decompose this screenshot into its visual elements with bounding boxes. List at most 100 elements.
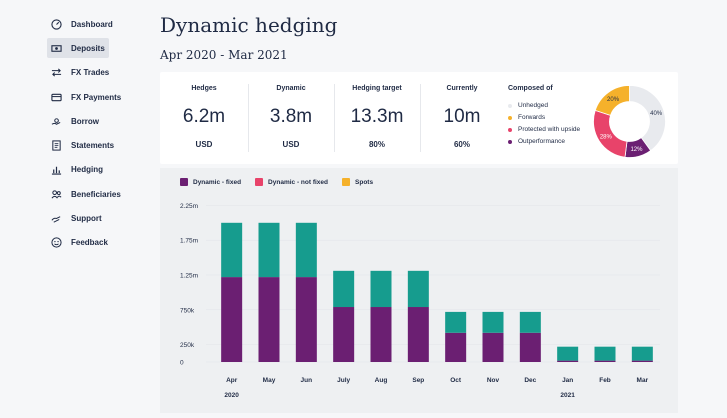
donut-label: 20% [607, 97, 620, 103]
sidebar-item-label: Statements [71, 140, 115, 150]
x-tick-label: Jun [301, 377, 313, 384]
divider [248, 84, 249, 152]
x-tick-label: Sep [412, 377, 424, 384]
composition-legend-protected: Protected with upside [508, 126, 580, 133]
bar-dynamic-fixed [482, 332, 504, 362]
sidebar-item-borrow[interactable]: Borrow [47, 111, 109, 131]
x-tick-label: Apr [226, 377, 238, 384]
legend-item-spots[interactable]: Spots [342, 178, 373, 186]
y-tick-label: 0 [180, 360, 184, 367]
legend-swatch [180, 178, 188, 186]
sidebar-item-fx-payments[interactable]: FX Payments [47, 87, 121, 107]
bar-top-segment [631, 346, 653, 361]
stat-hedges: Hedges 6.2m USD [160, 72, 248, 164]
y-tick-label: 250k [180, 342, 195, 349]
donut-label: 40% [650, 111, 663, 117]
borrow-icon [51, 117, 61, 125]
stat-value: 6.2m [182, 106, 226, 127]
x-tick-label: Aug [375, 377, 388, 384]
x-tick-label: Nov [487, 377, 500, 384]
composed-of-title: Composed of [508, 85, 553, 92]
bar-top-segment [557, 346, 579, 361]
bar-top-segment [258, 222, 280, 278]
legend-dot [508, 115, 512, 120]
stat-hedging-target: Hedging target 13.3m 80% [334, 72, 420, 164]
sidebar-item-label: Feedback [71, 237, 108, 247]
x-tick-label: Feb [599, 377, 611, 384]
y-tick-label: 2.25m [180, 203, 198, 210]
donut-slice-unhedged [629, 85, 666, 152]
sidebar-item-beneficiaries[interactable]: Beneficiaries [47, 184, 121, 204]
sidebar-item-label: Dashboard [71, 19, 113, 29]
bar-dynamic-fixed [445, 332, 467, 362]
x-tick-label: Oct [450, 377, 462, 384]
composition-legend-outperformance: Outperformance [508, 138, 565, 145]
legend-label: Dynamic - fixed [193, 178, 242, 186]
hedging-icon [51, 166, 62, 175]
stat-currently: Currently 10m 60% [420, 72, 504, 164]
sidebar-item-label: Support [71, 213, 102, 223]
bar-dynamic-fixed [221, 277, 243, 362]
stat-label: Dynamic [276, 85, 306, 92]
stat-value: 10m [443, 106, 481, 127]
fx-trades-icon [51, 67, 62, 77]
composition-legend-forwards: Forwards [508, 114, 545, 121]
x-tick-label: Dec [524, 377, 536, 384]
sidebar-item-label: Hedging [71, 164, 103, 174]
stat-unit: 60% [453, 140, 470, 149]
legend-dot [508, 127, 512, 132]
sidebar-item-deposits[interactable]: Deposits [47, 38, 109, 58]
bar-top-segment [482, 311, 504, 333]
x-tick-label: May [263, 377, 276, 384]
stat-label: Currently [446, 85, 478, 92]
y-tick-label: 750k [180, 307, 195, 314]
bar-top-segment [370, 270, 392, 308]
legend-label: Outperformance [518, 138, 565, 145]
composition-legend-unhedged: Unhedged [508, 102, 548, 109]
sidebar-item-hedging[interactable]: Hedging [47, 159, 109, 179]
fx-payments-icon [51, 93, 62, 101]
legend-label: Dynamic - not fixed [268, 178, 329, 186]
sidebar-item-feedback[interactable]: Feedback [47, 232, 109, 252]
sidebar-item-support[interactable]: Support [47, 208, 109, 228]
legend-dot [508, 103, 512, 108]
donut-label: 12% [630, 147, 643, 153]
support-icon [51, 215, 61, 223]
sidebar-item-label: FX Payments [71, 92, 122, 102]
date-range: Apr 2020 - Mar 2021 [160, 48, 288, 62]
stat-unit: USD [282, 140, 300, 149]
sidebar-item-label: Borrow [71, 116, 99, 126]
bar-dynamic-fixed [333, 307, 355, 362]
sidebar-item-fx-trades[interactable]: FX Trades [47, 62, 109, 82]
bar-dynamic-fixed [295, 277, 317, 362]
deposits-icon [51, 44, 62, 52]
stat-label: Hedges [191, 85, 217, 92]
sidebar-item-dashboard[interactable]: Dashboard [47, 14, 113, 34]
legend-label: Protected with upside [518, 126, 581, 133]
stacked-bar-chart: 0 250k 750k 1.25m 1.75m 2.25m Apr May Jun July Aug… [180, 203, 660, 399]
bar-top-segment [295, 222, 317, 278]
bar-dynamic-fixed [258, 277, 280, 362]
legend-dot [508, 139, 512, 144]
bar-top-segment [594, 346, 616, 361]
year-label: 2021 [560, 392, 575, 399]
bar-dynamic-fixed [519, 332, 541, 362]
sidebar-item-label: FX Trades [71, 67, 110, 77]
legend-item-dynamic-fixed[interactable]: Dynamic - fixed [180, 178, 241, 186]
sidebar-item-statements[interactable]: Statements [47, 135, 114, 155]
year-label: 2020 [224, 392, 239, 399]
statements-icon [52, 139, 61, 151]
donut-slice-forwards [594, 85, 630, 116]
donut-label: 28% [600, 135, 613, 141]
legend-item-dynamic-not-fixed[interactable]: Dynamic - not fixed [255, 178, 328, 186]
stat-value: 3.8m [269, 106, 313, 127]
composition-donut-chart: 40% 12% 28% 20% [593, 85, 666, 158]
feedback-icon [51, 236, 62, 248]
x-tick-label: Jan [562, 377, 573, 384]
dashboard-icon [51, 18, 62, 30]
sidebar: Dashboard Deposits FX Trades FX Payments… [0, 0, 140, 418]
summary-card: Hedges 6.2m USD Dynamic 3.8m USD Hedging… [160, 72, 678, 164]
bar-top-segment [445, 311, 467, 333]
hedging-chart-card: Dynamic - fixed Dynamic - not fixed Spot… [160, 168, 678, 413]
bar-dynamic-fixed [594, 360, 616, 362]
